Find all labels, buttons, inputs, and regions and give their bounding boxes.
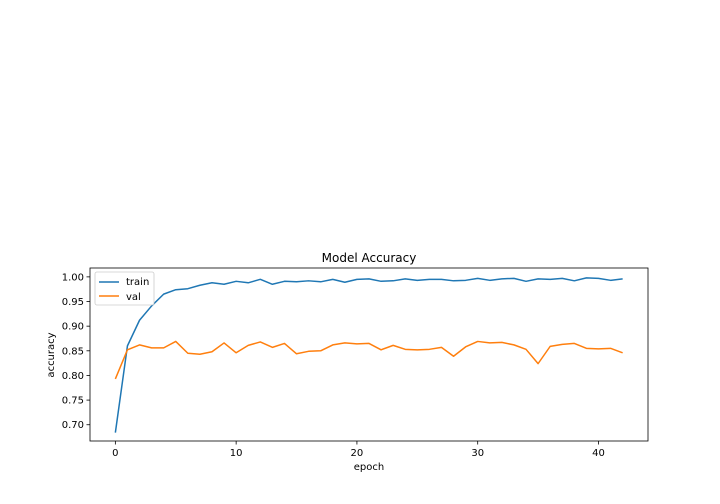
y-tick-label: 0.80 [62,371,84,382]
plot-frame [89,267,649,442]
x-axis: 0 10 20 30 40 [112,441,605,459]
y-tick-label: 1.00 [62,272,84,283]
series-line-train [114,277,623,433]
y-tick-label: 0.75 [62,396,84,407]
y-tick-label: 0.70 [62,420,84,431]
plot-area: 0 10 20 30 40 0.70 0.75 0.80 0.85 0.90 0.95 1.00 [62,267,649,459]
x-tick-label: 40 [592,448,605,459]
y-tick-label: 0.95 [62,297,84,308]
legend-label-val: val [126,292,141,303]
legend: train val [94,271,155,306]
y-axis-label: accuracy [46,332,57,377]
x-tick-label: 20 [351,448,364,459]
x-tick-label: 30 [471,448,484,459]
x-tick-label: 10 [230,448,243,459]
x-tick-label: 0 [112,448,118,459]
chart-title: Model Accuracy [322,251,417,265]
x-axis-label: epoch [354,462,384,473]
y-tick-label: 0.85 [62,346,84,357]
series-layer [114,277,623,433]
series-line-val [114,340,623,380]
legend-label-train: train [126,277,149,288]
y-tick-label: 0.90 [62,322,84,333]
y-axis: 0.70 0.75 0.80 0.85 0.90 0.95 1.00 [62,272,90,431]
